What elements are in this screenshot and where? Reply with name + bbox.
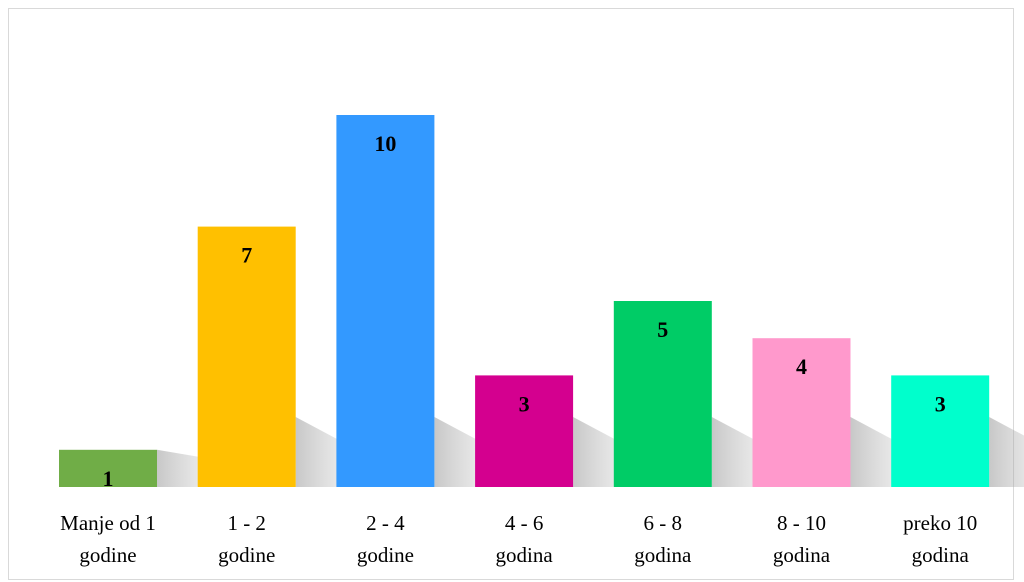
- data-label: 10: [374, 131, 396, 156]
- category-label: godina: [634, 543, 692, 567]
- category-label: 2 - 4: [366, 511, 405, 535]
- category-label: Manje od 1: [60, 511, 156, 535]
- bar: [336, 115, 435, 487]
- bar-shadow: [989, 417, 1024, 487]
- category-label: godina: [773, 543, 831, 567]
- category-label: preko 10: [903, 511, 977, 535]
- category-label: 1 - 2: [227, 511, 266, 535]
- category-label: 6 - 8: [644, 511, 683, 535]
- bar: [59, 449, 157, 487]
- bar: [197, 226, 296, 487]
- bar: [613, 301, 712, 487]
- bar: [752, 338, 851, 487]
- data-label: 7: [241, 243, 252, 268]
- bar-series: [59, 115, 990, 487]
- category-label: godine: [218, 543, 275, 567]
- category-label: 8 - 10: [777, 511, 826, 535]
- data-label: 5: [657, 317, 668, 342]
- category-label: godina: [912, 543, 970, 567]
- bar: [891, 375, 990, 487]
- data-label: 3: [935, 391, 946, 416]
- data-label: 4: [796, 354, 807, 379]
- category-label: godine: [357, 543, 414, 567]
- bar: [475, 375, 574, 487]
- data-label: 1: [103, 466, 114, 491]
- category-axis-labels: Manje od 1 godine 1 - 2 godine 2 - 4 godine 4 …: [60, 511, 977, 567]
- category-label: godina: [496, 543, 554, 567]
- category-label: godine: [79, 543, 136, 567]
- category-label: 4 - 6: [505, 511, 544, 535]
- data-label: 3: [519, 391, 530, 416]
